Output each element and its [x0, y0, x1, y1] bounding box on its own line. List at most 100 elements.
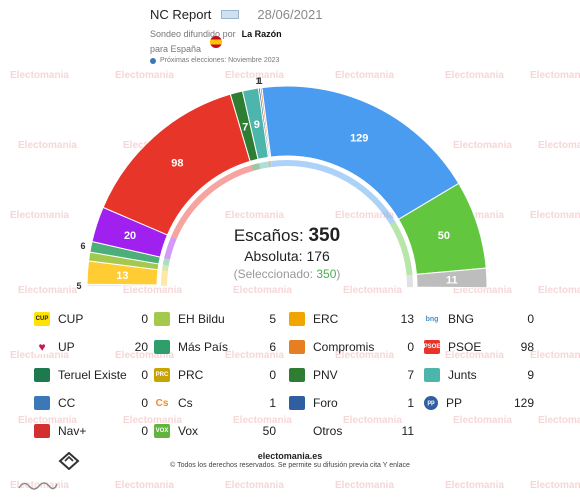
selected-value: 350 — [316, 267, 337, 281]
psoe-logo-icon: PSOE — [424, 340, 440, 354]
selection-ring-up — [164, 236, 177, 260]
total-seats: Escaños: 350 — [200, 226, 374, 246]
seats-summary: Escaños: 350 Absoluta: 176 (Seleccionado… — [200, 226, 374, 282]
bng-logo-icon: bng — [424, 312, 440, 326]
compromis-logo-icon — [289, 340, 305, 354]
chart-header: NC Report 28/06/2021 Sondeo difundido po… — [150, 6, 450, 64]
legend-value-pp: 129 — [513, 396, 534, 410]
wave-logo-icon — [18, 482, 58, 490]
legend-value-pnv: 7 — [407, 368, 414, 382]
legend-value-otros: 11 — [401, 424, 414, 438]
legend-label-pp: PP — [446, 396, 463, 410]
legend-label-cc: CC — [58, 396, 76, 410]
pp-logo-icon: pp — [424, 396, 438, 410]
watermark-text: Electomania — [530, 480, 580, 491]
legend-value-foro: 1 — [407, 396, 414, 410]
segment-label-cc: 5 — [76, 281, 81, 291]
legend-label-prc: PRC — [178, 368, 204, 382]
cup-logo-icon: CUP — [34, 312, 50, 326]
legend-value-cs: 1 — [269, 396, 276, 410]
legend-label-up: UP — [58, 340, 75, 354]
legend-label-m-s-pa-s: Más País — [178, 340, 229, 354]
legend-item-foro: Foro — [289, 394, 338, 412]
segment-label-up: 20 — [124, 230, 136, 242]
watermark-text: Electomania — [225, 480, 284, 491]
legend-item-psoe: PSOE PSOE — [424, 338, 481, 356]
nav-plus-logo-icon — [34, 424, 50, 438]
legend-item-m-s-pa-s: Más País — [154, 338, 228, 356]
legend-value-cup: 0 — [141, 312, 148, 326]
legend-item-cc: CC — [34, 394, 75, 412]
majority-text: Absoluta: 176 — [244, 248, 330, 264]
legend-label-psoe: PSOE — [448, 340, 482, 354]
selection-ring-pnv — [251, 163, 261, 171]
segment-label-psoe: 98 — [171, 158, 183, 170]
legend-item-vox: VOX Vox — [154, 422, 198, 440]
segment-label-pp: 129 — [350, 133, 368, 145]
seat-segment-pp — [261, 85, 460, 221]
legend-item-bng: bng BNG — [424, 310, 474, 328]
legend-label-eh-bildu: EH Bildu — [178, 312, 225, 326]
legend-value-psoe: 98 — [520, 340, 534, 354]
segment-label-foro: 1 — [256, 76, 261, 86]
footer-rights: © Todos los derechos reservados. Se perm… — [170, 462, 410, 469]
legend-value-prc: 0 — [269, 368, 276, 382]
legend-value-vox: 50 — [262, 424, 276, 438]
legend-value-cc: 0 — [141, 396, 148, 410]
selected-prefix: (Seleccionado: — [233, 267, 317, 281]
mas-pais-logo-icon — [154, 340, 170, 354]
legend-label-pnv: PNV — [313, 368, 338, 382]
legend-value-nav-: 0 — [141, 424, 148, 438]
legend-value-compromis: 0 — [407, 340, 414, 354]
teruel-existe-logo-icon — [34, 368, 50, 382]
poll-date: 28/06/2021 — [257, 6, 323, 22]
spain-flag-icon — [210, 36, 222, 48]
legend-item-otros: Otros — [289, 422, 342, 440]
foro-logo-icon — [289, 396, 305, 410]
legend-label-cs: Cs — [178, 396, 193, 410]
legend-value-m-s-pa-s: 6 — [269, 340, 276, 354]
footer-brand: electomania.es — [257, 451, 323, 461]
legend-item-pnv: PNV — [289, 366, 338, 384]
segment-label-m-s-pa-s: 6 — [81, 241, 86, 251]
legend-label-otros: Otros — [313, 424, 343, 438]
selection-ring-cs — [270, 160, 272, 168]
selection-ring-psoe — [171, 165, 254, 239]
legend-value-up: 20 — [134, 340, 148, 354]
legend-label-compromis: Compromis — [313, 340, 375, 354]
segment-label-otros: 11 — [446, 274, 458, 286]
region-text: para España — [150, 44, 202, 54]
junts-logo-icon — [424, 368, 440, 382]
legend-item-up: ♥ UP — [34, 338, 75, 356]
legend-item-pp: pp PP — [424, 394, 462, 412]
selection-ring-foro — [268, 161, 271, 168]
segment-label-pnv: 7 — [242, 121, 248, 133]
legend-label-foro: Foro — [313, 396, 338, 410]
cc-logo-icon — [34, 396, 50, 410]
pollster-flag-icon — [221, 9, 240, 19]
selection-ring-erc — [161, 270, 168, 285]
segment-label-vox: 50 — [438, 230, 450, 242]
selected-text: (Seleccionado: 350) — [200, 266, 374, 282]
selection-ring-junts — [258, 161, 270, 170]
pnv-logo-icon — [289, 368, 305, 382]
selection-ring-vox — [390, 221, 413, 276]
legend-item-compromis: Compromis — [289, 338, 374, 356]
seat-segment-otros — [415, 267, 488, 289]
selected-suffix: ) — [336, 267, 341, 281]
legend-item-teruel-existe: Teruel Existe — [34, 366, 127, 384]
legend-value-eh-bildu: 5 — [269, 312, 276, 326]
next-elections: Próximas elecciones: Noviembre 2023 — [160, 57, 280, 64]
legend-label-nav-: Nav+ — [58, 424, 87, 438]
eh-bildu-logo-icon — [154, 312, 170, 326]
legend-value-bng: 0 — [527, 312, 534, 326]
vox-logo-icon: VOX — [154, 424, 170, 438]
segment-label-cs: 1 — [257, 76, 262, 86]
selection-ring-cc — [161, 284, 168, 286]
legend-label-erc: ERC — [313, 312, 339, 326]
seats-label: Escaños: — [233, 226, 304, 245]
selection-ring-otros — [406, 274, 413, 288]
seats-value: 350 — [308, 225, 341, 246]
legend-value-erc: 13 — [400, 312, 414, 326]
